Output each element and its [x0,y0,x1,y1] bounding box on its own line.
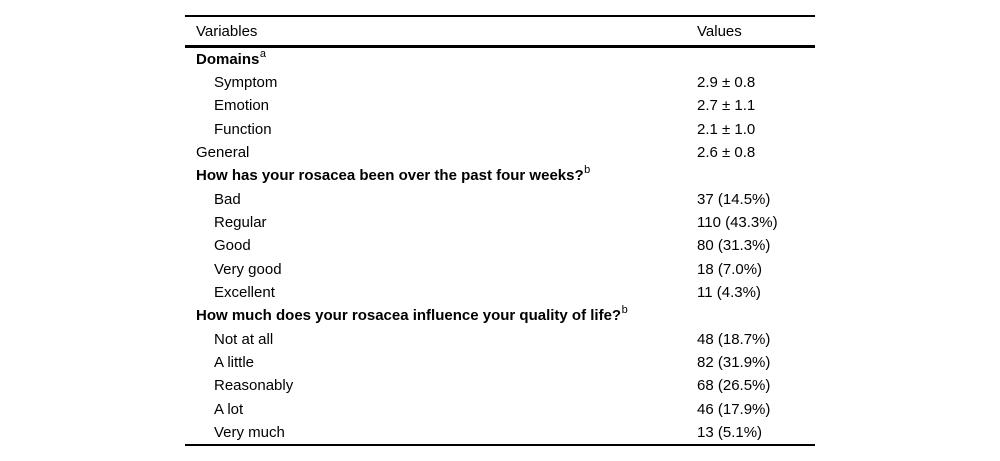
table-row: Excellent 11 (4.3%) [185,281,815,304]
row-label-text: A lot [214,400,244,418]
results-table: Variables Values Domainsa Symptom 2.9 ± 0.… [185,15,815,447]
row-value: 46 (17.9%) [697,400,771,418]
row-value: 2.7 ± 1.1 [697,97,756,115]
table-row: Emotion 2.7 ± 1.1 [185,94,815,117]
row-label-text: How has your rosacea been over the past … [196,167,584,185]
table-row: Domainsa [185,48,815,71]
row-label: Very good [185,262,697,277]
table-row: Very good 18 (7.0%) [185,258,815,281]
row-label: Symptom [185,75,697,90]
row-label: A lot [185,402,697,417]
row-label: Regular [185,215,697,230]
row-label-text: Excellent [214,284,275,302]
row-label-text: How much does your rosacea influence you… [196,307,622,325]
table-row: Not at all 48 (18.7%) [185,328,815,351]
footnote-marker: b [584,164,591,177]
row-label-text: General [196,144,250,162]
table-header-rule [185,45,815,48]
row-value: 110 (43.3%) [697,214,778,232]
footnote-marker: b [621,304,628,317]
row-label: Not at all [185,332,697,347]
column-header-variables: Variables [196,22,258,40]
row-label-text: Reasonably [214,377,294,395]
table-row: Bad 37 (14.5%) [185,188,815,211]
row-label-text: Very much [214,424,285,442]
row-label: Function [185,122,697,137]
row-label-text: Very good [214,260,282,278]
row-label: Good [185,238,697,253]
row-label-text: Regular [214,214,267,232]
row-label: General [185,145,697,160]
table-bottom-rule [185,444,815,447]
row-label: Reasonably [185,378,697,393]
footnote-marker: a [259,47,266,60]
row-value: 37 (14.5%) [697,190,771,208]
row-value: 2.6 ± 0.8 [697,144,756,162]
row-label-text: Bad [214,190,241,208]
row-value: 13 (5.1%) [697,424,763,442]
row-label: Excellent [185,285,697,300]
table-row: A lot 46 (17.9%) [185,398,815,421]
row-value: 68 (26.5%) [697,377,771,395]
table-row: Good 80 (31.3%) [185,234,815,257]
table-header-row: Variables Values [185,17,815,45]
row-value: 2.9 ± 0.8 [697,74,756,92]
table-row: Very much 13 (5.1%) [185,421,815,444]
table-row: How has your rosacea been over the past … [185,164,815,187]
row-label-text: Symptom [214,74,278,92]
row-value: 80 (31.3%) [697,237,771,255]
row-label-text: Not at all [214,330,274,348]
row-label-text: Function [214,120,272,138]
row-value: 2.1 ± 1.0 [697,120,756,138]
row-label: How much does your rosacea influence you… [185,305,697,325]
row-label: Bad [185,192,697,207]
row-label: Very much [185,425,697,440]
row-label: How has your rosacea been over the past … [185,165,697,185]
table-row: A little 82 (31.9%) [185,351,815,374]
table-row: Reasonably 68 (26.5%) [185,374,815,397]
row-label-text: A little [214,354,255,372]
table-row: Function 2.1 ± 1.0 [185,118,815,141]
table-top-rule [185,15,815,17]
table-row: Regular 110 (43.3%) [185,211,815,234]
table-row: General 2.6 ± 0.8 [185,141,815,164]
table-row: How much does your rosacea influence you… [185,304,815,327]
row-value: 11 (4.3%) [697,284,761,302]
row-label: Emotion [185,98,697,113]
row-value: 48 (18.7%) [697,330,771,348]
row-label: A little [185,355,697,370]
table-row: Symptom 2.9 ± 0.8 [185,71,815,94]
row-label-text: Domains [196,50,260,68]
row-label: Domainsa [185,48,697,68]
row-value: 18 (7.0%) [697,260,763,278]
row-value: 82 (31.9%) [697,354,771,372]
table-body: Domainsa Symptom 2.9 ± 0.8 Emotion 2.7 ± 1.1… [185,48,815,445]
row-label-text: Emotion [214,97,270,115]
row-label-text: Good [214,237,251,255]
column-header-values: Values [697,22,742,40]
